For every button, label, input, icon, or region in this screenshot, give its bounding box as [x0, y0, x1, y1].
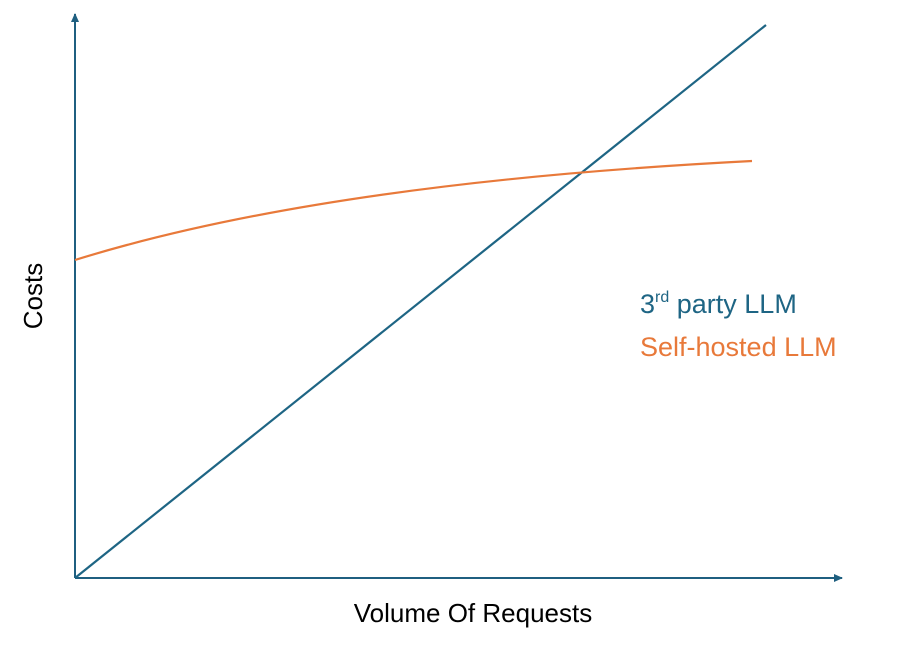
legend-superscript: rd	[655, 289, 669, 306]
self-hosted-curve	[74, 159, 753, 262]
x-axis-label: Volume Of Requests	[354, 598, 592, 628]
legend-text: 3	[640, 289, 655, 319]
legend-third-party: 3rd party LLM	[640, 289, 797, 319]
legend-text: party LLM	[669, 289, 797, 319]
third-party-line	[74, 24, 767, 579]
legend-self-hosted: Self-hosted LLM	[640, 332, 837, 362]
y-axis-label: Costs	[18, 263, 48, 329]
